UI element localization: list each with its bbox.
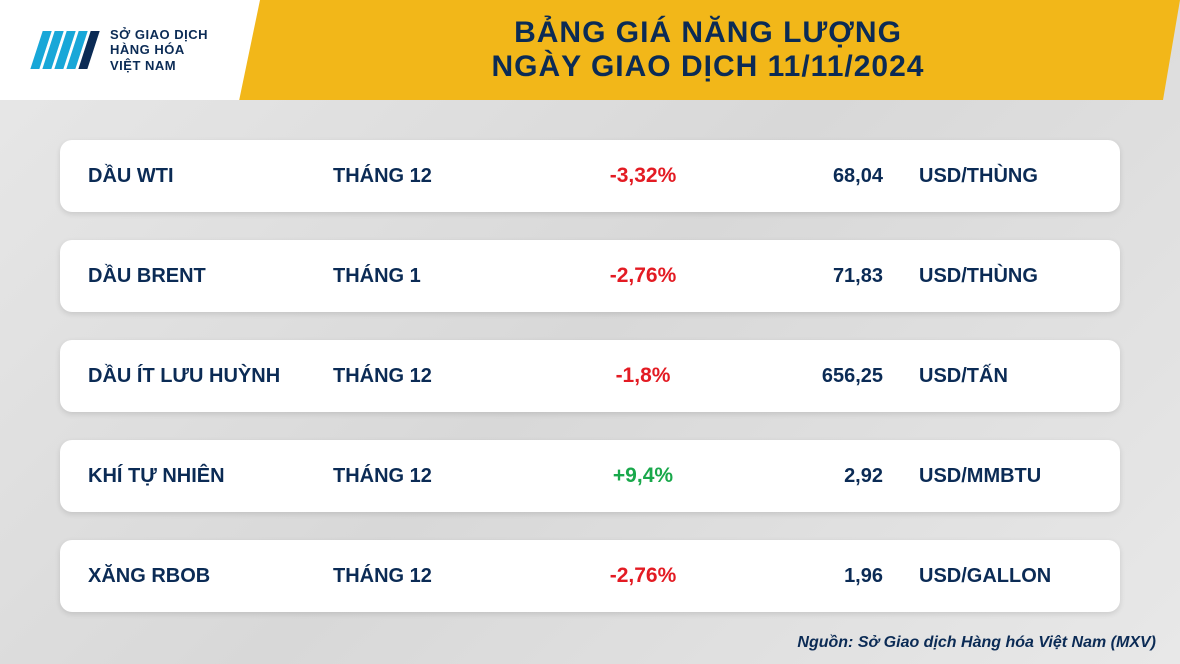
contract-month: THÁNG 12 (333, 465, 553, 488)
contract-month: THÁNG 12 (333, 165, 553, 188)
title-panel: BẢNG GIÁ NĂNG LƯỢNG NGÀY GIAO DỊCH 11/11… (236, 0, 1180, 100)
contract-month: THÁNG 12 (333, 565, 553, 588)
unit: USD/THÙNG (883, 165, 1092, 188)
price: 656,25 (733, 365, 883, 388)
title-line-2: NGÀY GIAO DỊCH 11/11/2024 (492, 50, 925, 84)
logo-line-2: Hàng Hóa (110, 42, 208, 58)
pct-change: -1,8% (553, 364, 733, 388)
table-row: DẦU WTI THÁNG 12 -3,32% 68,04 USD/THÙNG (60, 140, 1120, 212)
commodity-name: XĂNG RBOB (88, 565, 333, 588)
logo-panel: Sở Giao Dịch Hàng Hóa Việt Nam (0, 0, 260, 100)
logo-icon (30, 27, 100, 73)
unit: USD/THÙNG (883, 265, 1092, 288)
pct-change: -2,76% (553, 564, 733, 588)
unit: USD/MMBTU (883, 465, 1092, 488)
price: 71,83 (733, 265, 883, 288)
logo-line-3: Việt Nam (110, 58, 208, 74)
commodity-name: DẦU BRENT (88, 265, 333, 288)
source-attribution: Nguồn: Sở Giao dịch Hàng hóa Việt Nam (M… (797, 634, 1156, 652)
title-line-1: BẢNG GIÁ NĂNG LƯỢNG (514, 16, 902, 50)
pct-change: -3,32% (553, 164, 733, 188)
header-banner: Sở Giao Dịch Hàng Hóa Việt Nam BẢNG GIÁ … (0, 0, 1180, 100)
unit: USD/GALLON (883, 565, 1092, 588)
price: 68,04 (733, 165, 883, 188)
commodity-name: DẦU WTI (88, 165, 333, 188)
logo-line-1: Sở Giao Dịch (110, 27, 208, 43)
contract-month: THÁNG 1 (333, 265, 553, 288)
price-table: DẦU WTI THÁNG 12 -3,32% 68,04 USD/THÙNG … (0, 100, 1180, 632)
pct-change: +9,4% (553, 464, 733, 488)
commodity-name: DẦU ÍT LƯU HUỲNH (88, 365, 333, 388)
commodity-name: KHÍ TỰ NHIÊN (88, 465, 333, 488)
table-row: DẦU BRENT THÁNG 1 -2,76% 71,83 USD/THÙNG (60, 240, 1120, 312)
pct-change: -2,76% (553, 264, 733, 288)
table-row: KHÍ TỰ NHIÊN THÁNG 12 +9,4% 2,92 USD/MMB… (60, 440, 1120, 512)
price: 1,96 (733, 565, 883, 588)
table-row: XĂNG RBOB THÁNG 12 -2,76% 1,96 USD/GALLO… (60, 540, 1120, 612)
unit: USD/TẤN (883, 365, 1092, 388)
logo-text: Sở Giao Dịch Hàng Hóa Việt Nam (110, 27, 208, 74)
table-row: DẦU ÍT LƯU HUỲNH THÁNG 12 -1,8% 656,25 U… (60, 340, 1120, 412)
price: 2,92 (733, 465, 883, 488)
contract-month: THÁNG 12 (333, 365, 553, 388)
